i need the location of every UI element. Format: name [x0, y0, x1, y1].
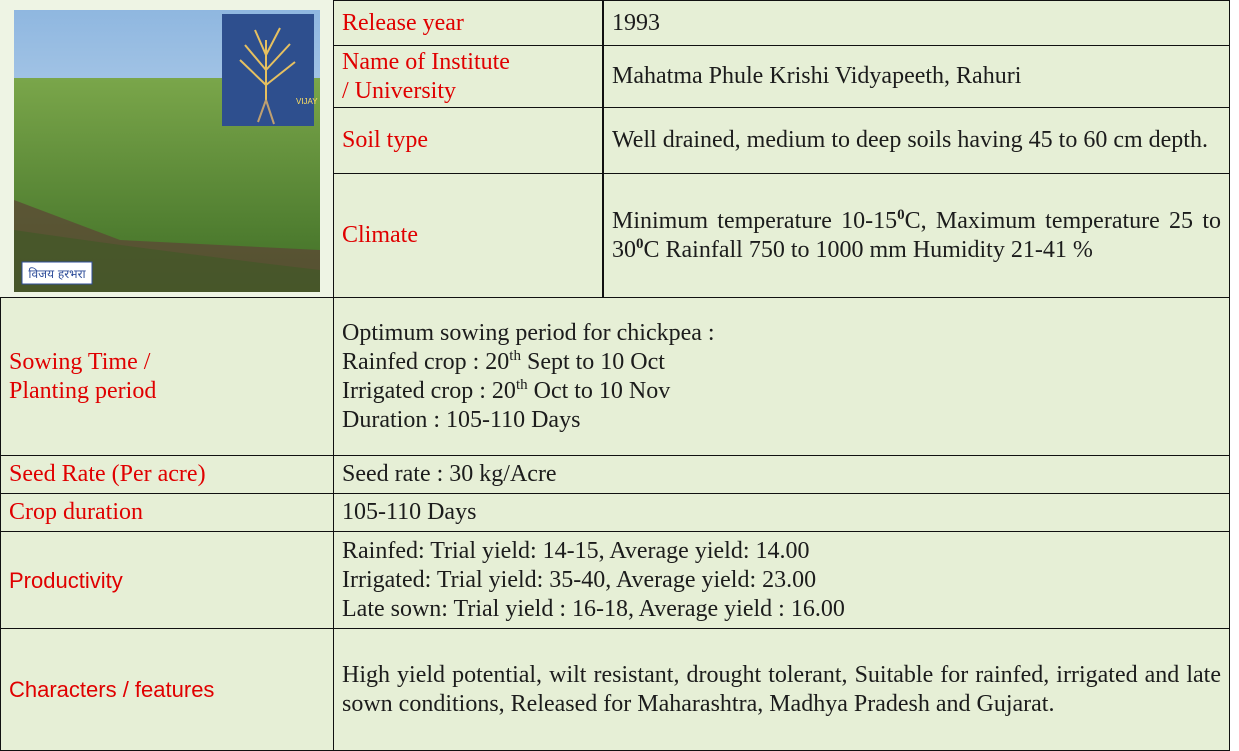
- value-text: Irrigated: Trial yield: 35-40, Average y…: [342, 566, 817, 593]
- superscript: 0: [636, 235, 644, 252]
- value-line: Irrigated: Trial yield: 35-40, Average y…: [342, 566, 1221, 595]
- value-cell: Minimum temperature 10-150C, Maximum tem…: [603, 173, 1230, 298]
- superscript: th: [515, 376, 528, 393]
- label-cell: Crop duration: [0, 493, 334, 532]
- image-caption: विजय हरभरा: [28, 267, 86, 281]
- label-text: Seed Rate (Per acre): [9, 461, 206, 487]
- value-line: Seed rate : 30 kg/Acre: [342, 460, 1221, 489]
- caption-box: [21, 261, 93, 285]
- value-line: Duration : 105-110 Days: [342, 406, 1221, 435]
- superscript: th: [509, 347, 521, 364]
- value-text: Rainfed crop : 20: [342, 348, 510, 375]
- label-cell: Climate: [333, 173, 603, 298]
- label-text: Sowing Time /: [9, 348, 151, 375]
- value-line: High yield potential, wilt resistant, dr…: [342, 661, 1221, 719]
- value-text: Irrigated crop : 20: [342, 377, 516, 404]
- value-text: Mahatma Phule Krishi Vidyapeeth, Rahuri: [612, 63, 1022, 89]
- value-text: Well drained, medium to deep soils havin…: [612, 127, 1208, 153]
- value-line: Rainfed crop : 20th Sept to 10 Oct: [342, 348, 1221, 377]
- label-text: Name of Institute: [342, 48, 510, 75]
- value-cell: 1993: [603, 0, 1230, 46]
- label-cell: Sowing Time / Planting period: [0, 297, 334, 456]
- inset-label: VIJAY: [296, 97, 318, 106]
- value-cell: Rainfed: Trial yield: 14-15, Average yie…: [333, 531, 1230, 629]
- value-text: Optimum sowing period for chickpea :: [342, 319, 715, 346]
- label-cell: Soil type: [333, 107, 603, 174]
- value-cell: Mahatma Phule Krishi Vidyapeeth, Rahuri: [603, 45, 1230, 108]
- value-text: 1993: [612, 9, 660, 36]
- value-line: Mahatma Phule Krishi Vidyapeeth, Rahuri: [612, 62, 1221, 91]
- label-cell: Seed Rate (Per acre): [0, 455, 334, 494]
- label-text: Productivity: [9, 567, 123, 593]
- value-text: C, Maximum temperature 25 to 30: [612, 207, 1221, 263]
- photo: VIJAY विजय हरभरा: [14, 10, 320, 292]
- value-text: High yield potential, wilt resistant, dr…: [342, 661, 1221, 717]
- value-line: Irrigated crop : 20th Oct to 10 Nov: [342, 377, 1221, 406]
- label-cell: Release year: [333, 0, 603, 46]
- value-line: Well drained, medium to deep soils havin…: [612, 126, 1221, 155]
- superscript: 0: [897, 206, 905, 223]
- label-cell: Characters / features: [0, 628, 334, 751]
- label-cell: Productivity: [0, 531, 334, 629]
- value-line: Late sown: Trial yield : 16-18, Average …: [342, 595, 1221, 624]
- value-text: Minimum temperature 10-15: [612, 207, 898, 234]
- value-cell: Well drained, medium to deep soils havin…: [603, 107, 1230, 174]
- value-text: 105-110 Days: [342, 499, 477, 525]
- label-text: Characters / features: [9, 677, 215, 702]
- value-line: Rainfed: Trial yield: 14-15, Average yie…: [342, 537, 1221, 566]
- label-text: Soil type: [342, 127, 429, 153]
- label-text: Planting period: [9, 377, 157, 404]
- value-line: 105-110 Days: [342, 498, 1221, 527]
- value-line: Minimum temperature 10-150C, Maximum tem…: [612, 207, 1221, 265]
- label-text: / University: [342, 77, 456, 104]
- value-text: Sept to 10 Oct: [520, 348, 665, 375]
- plant-drawing: [239, 27, 296, 125]
- label-text: Climate: [342, 222, 418, 248]
- value-cell: Optimum sowing period for chickpea : Rain…: [333, 297, 1230, 456]
- value-cell: 105-110 Days: [333, 493, 1230, 532]
- label-text: Crop duration: [9, 499, 143, 525]
- value-cell: Seed rate : 30 kg/Acre: [333, 455, 1230, 494]
- label-text: Release year: [342, 9, 464, 36]
- value-text: Oct to 10 Nov: [527, 377, 671, 404]
- value-text: Seed rate : 30 kg/Acre: [342, 461, 557, 487]
- value-text: Late sown: Trial yield : 16-18, Average …: [342, 595, 845, 622]
- photo-cell: VIJAY विजय हरभरा: [0, 0, 334, 298]
- inset: [222, 14, 314, 126]
- value-cell: High yield potential, wilt resistant, dr…: [333, 628, 1230, 751]
- value-text: C Rainfall 750 to 1000 mm Humidity 21-41…: [643, 236, 1093, 263]
- value-text: Duration : 105-110 Days: [342, 406, 581, 433]
- value-line: 1993: [612, 9, 1221, 38]
- label-cell: Name of Institute / University: [333, 45, 603, 108]
- value-text: Rainfed: Trial yield: 14-15, Average yie…: [342, 537, 810, 564]
- value-line: Optimum sowing period for chickpea :: [342, 319, 1221, 348]
